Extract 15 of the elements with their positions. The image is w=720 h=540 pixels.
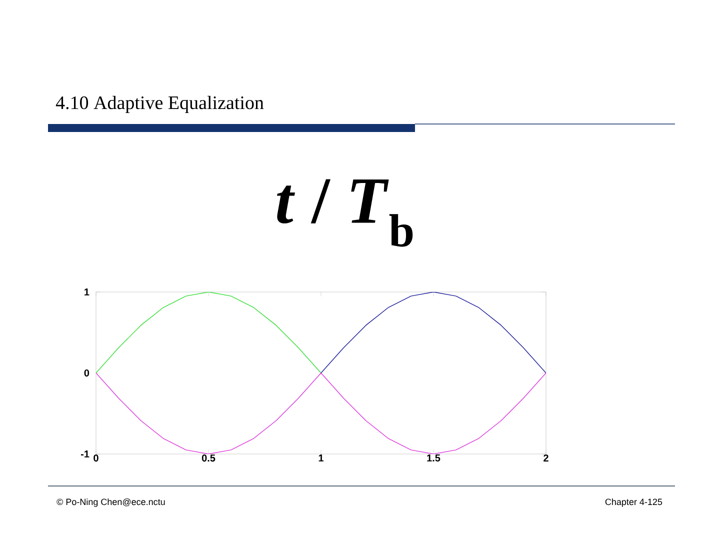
x-axis-title: t / T$_{b}$ [277,179,413,247]
text: © Po-Ning Chen@ece.nctu [56,498,165,507]
chart-title: 4.10 Adaptive Equalization [56,96,264,114]
line-series [96,292,322,374]
y-tick-label: -1 [80,450,90,458]
y-tick-label: 0 [84,369,90,377]
line-series [96,372,546,454]
x-tick-label: 1 [318,454,324,462]
x-tick-label: 0 [94,454,98,462]
line-series [320,292,546,374]
y-tick-label: 1 [84,288,90,296]
text: Chapter 4-125 [605,498,662,507]
x-tick-label: 1.5 [427,454,440,462]
x-tick-label: 2 [544,454,548,462]
x-tick-label: 0.5 [202,454,216,462]
